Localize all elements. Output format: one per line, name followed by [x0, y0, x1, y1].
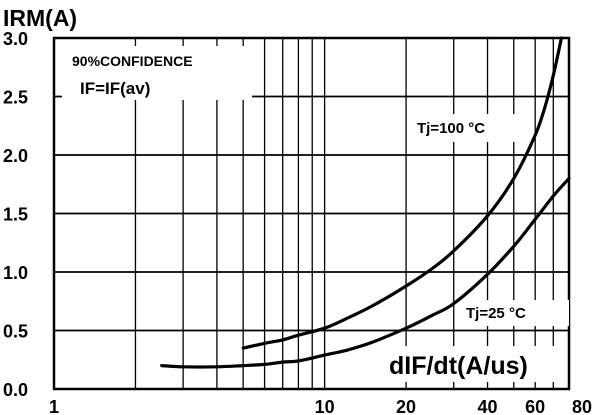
- x-tick-label-4: 60: [525, 397, 545, 415]
- x-axis-label: dIF/dt(A/us): [389, 352, 528, 380]
- annotation-confidence: 90%CONFIDENCE: [72, 53, 193, 69]
- y-tick-label-3: 1.5: [3, 205, 28, 225]
- plot-frame: [52, 36, 571, 391]
- y-tick-label-2: 1.0: [3, 263, 28, 283]
- x-tick-label-3: 40: [478, 397, 498, 415]
- series-line-0: [241, 36, 563, 350]
- x-axis-label-group: dIF/dt(A/us): [386, 346, 566, 382]
- series-line-1: [160, 176, 571, 369]
- x-tick-label-5: 80: [572, 397, 592, 415]
- x-tick-label-2: 20: [396, 397, 416, 415]
- series-label-tj25: Tj=25 °C: [466, 305, 526, 322]
- tick-labels: 0.0 0.5 1.0 1.5 2.0 2.5 3.0 1 10 20 40 60 80: [3, 29, 592, 415]
- y-tick-label-4: 2.0: [3, 146, 28, 166]
- series-layer: [160, 36, 571, 369]
- annotation-box: 90%CONFIDENCE IF=IF(av): [62, 46, 252, 100]
- y-tick-label-5: 2.5: [3, 88, 28, 108]
- annotation-if-condition: IF=IF(av): [80, 79, 150, 98]
- series-label-tj100-group: Tj=100 °C: [410, 114, 526, 142]
- x-tick-label-1: 10: [315, 397, 335, 415]
- y-tick-label-6: 3.0: [3, 29, 28, 49]
- y-tick-label-0: 0.0: [3, 380, 28, 400]
- series-label-tj25-group: Tj=25 °C: [461, 300, 569, 326]
- chart-title: IRM(A): [3, 5, 77, 31]
- y-tick-label-1: 0.5: [3, 322, 28, 342]
- series-label-tj100: Tj=100 °C: [417, 120, 485, 137]
- x-tick-label-0: 1: [49, 397, 59, 415]
